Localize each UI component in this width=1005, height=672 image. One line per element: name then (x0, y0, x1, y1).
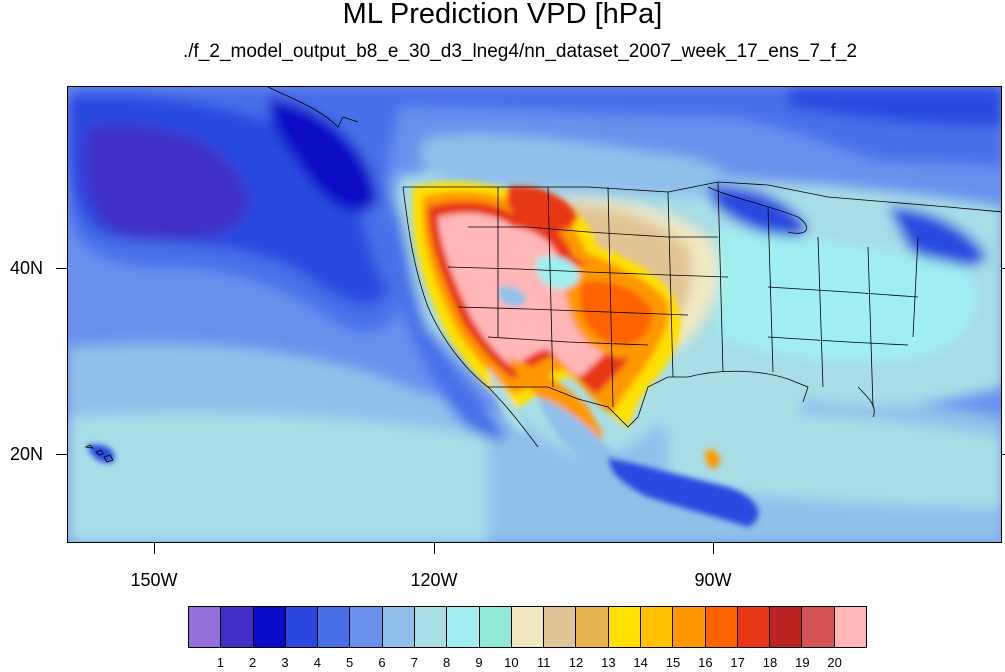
colorbar-tick-label: 13 (601, 655, 616, 670)
colorbar-swatch (382, 607, 415, 647)
colorbar-swatch (640, 607, 674, 647)
colorbar-swatch (737, 607, 771, 647)
colorbar-swatch (511, 607, 545, 647)
lat-tick (56, 268, 67, 269)
colorbar-swatch (705, 607, 738, 647)
colorbar-tick-label: 15 (665, 655, 681, 670)
colorbar-swatch (608, 607, 641, 647)
lat-tick (1001, 454, 1005, 455)
colorbar-tick-label: 8 (443, 655, 451, 670)
colorbar-swatch (253, 607, 286, 647)
colorbar-tick-label: 1 (216, 655, 224, 670)
colorbar-tick-label: 20 (827, 655, 842, 670)
lat-label-40n: 40N (10, 258, 44, 278)
colorbar-swatch (318, 607, 351, 647)
colorbar (188, 606, 867, 648)
map-panel (67, 86, 1002, 543)
colorbar-swatch (576, 607, 609, 647)
colorbar-swatch (802, 607, 835, 647)
colorbar-tick-label: 14 (633, 655, 648, 670)
lon-label-120w: 120W (410, 570, 458, 590)
map-subtitle: ./f_2_model_output_b8_e_30_d3_lneg4/nn_d… (182, 41, 858, 62)
colorbar-tick-label: 19 (795, 655, 810, 670)
colorbar-swatch (770, 607, 803, 647)
colorbar-tick-label: 9 (475, 655, 483, 670)
political-boundaries (402, 181, 1001, 448)
colorbar-tick-label: 16 (698, 655, 713, 670)
vpd-field-map (68, 87, 1001, 542)
lon-tick (713, 543, 714, 554)
colorbar-swatch (350, 607, 383, 647)
colorbar-tick-label: 12 (568, 655, 584, 670)
colorbar-swatch (834, 607, 866, 647)
lat-tick (56, 454, 67, 455)
map-title: ML Prediction VPD [hPa] (342, 0, 663, 30)
colorbar-tick-label: 3 (281, 655, 289, 670)
colorbar-tick-label: 6 (378, 655, 386, 670)
lon-tick (154, 543, 155, 554)
colorbar-tick-label: 11 (536, 655, 551, 670)
lat-tick (1001, 268, 1005, 269)
colorbar-swatch (285, 607, 319, 647)
colorbar-tick-label: 17 (730, 655, 745, 670)
colorbar-swatch (673, 607, 706, 647)
colorbar-swatch (189, 607, 222, 647)
lon-label-150w: 150W (130, 570, 178, 590)
colorbar-tick-label: 18 (762, 655, 778, 670)
colorbar-tick-label: 10 (504, 655, 519, 670)
colorbar-swatch (447, 607, 480, 647)
colorbar-tick-label: 2 (249, 655, 257, 670)
colorbar-tick-label: 5 (346, 655, 354, 670)
lon-tick (434, 543, 435, 554)
colorbar-swatch (544, 607, 577, 647)
colorbar-tick-label: 4 (313, 655, 321, 670)
colorbar-swatch (479, 607, 512, 647)
colorbar-tick-label: 7 (410, 655, 418, 670)
lon-label-90w: 90W (694, 570, 732, 590)
colorbar-swatch (221, 607, 254, 647)
lat-label-20n: 20N (10, 444, 44, 464)
colorbar-swatch (414, 607, 448, 647)
